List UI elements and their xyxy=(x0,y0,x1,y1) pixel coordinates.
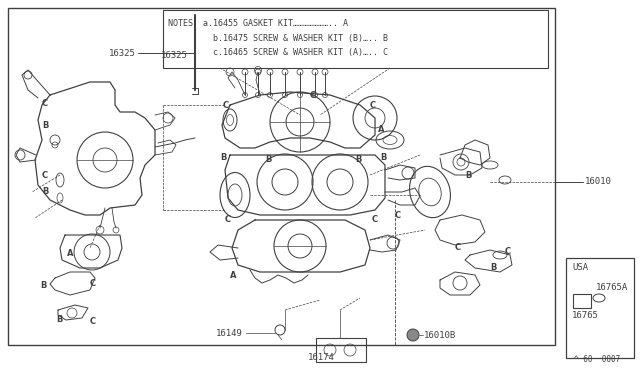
Text: 16765A: 16765A xyxy=(596,283,628,292)
Text: C: C xyxy=(372,215,378,224)
Text: B: B xyxy=(265,155,271,164)
Bar xyxy=(316,338,366,362)
Text: 16325: 16325 xyxy=(161,51,188,60)
Text: C: C xyxy=(42,99,48,108)
Text: C: C xyxy=(310,90,316,99)
Text: B: B xyxy=(42,187,49,196)
Bar xyxy=(163,10,548,68)
Text: A: A xyxy=(67,248,74,257)
Text: C: C xyxy=(395,211,401,219)
Text: C: C xyxy=(505,247,511,257)
Text: b.16475 SCREW & WASHER KIT (B)….. B: b.16475 SCREW & WASHER KIT (B)….. B xyxy=(168,33,388,42)
Text: 16149: 16149 xyxy=(216,328,243,337)
Text: B: B xyxy=(56,315,62,324)
Text: 16765: 16765 xyxy=(572,311,599,320)
Text: B: B xyxy=(465,170,472,180)
Text: B: B xyxy=(220,154,227,163)
Text: C: C xyxy=(90,317,96,327)
Text: C: C xyxy=(370,100,376,109)
Bar xyxy=(573,294,591,308)
Text: C: C xyxy=(455,244,461,253)
Text: 16174: 16174 xyxy=(308,353,335,362)
Text: C: C xyxy=(42,170,48,180)
Text: B: B xyxy=(42,121,49,129)
Text: A: A xyxy=(230,270,237,279)
Bar xyxy=(8,8,555,345)
Text: C: C xyxy=(223,100,229,109)
Text: B: B xyxy=(490,263,497,273)
Circle shape xyxy=(407,329,419,341)
Text: ^ 60  0007: ^ 60 0007 xyxy=(574,356,620,365)
Text: c.16465 SCREW & WASHER KIT (A)….. C: c.16465 SCREW & WASHER KIT (A)….. C xyxy=(168,48,388,58)
Text: NOTES: a.16455 GASKET KIT………………….. A: NOTES: a.16455 GASKET KIT………………….. A xyxy=(168,19,348,28)
Bar xyxy=(566,258,634,358)
Text: A: A xyxy=(378,125,385,135)
Text: USA: USA xyxy=(572,263,588,273)
Text: C: C xyxy=(225,215,231,224)
Text: C: C xyxy=(90,279,96,288)
Text: B: B xyxy=(355,155,362,164)
Text: 16010B: 16010B xyxy=(424,330,456,340)
Text: B: B xyxy=(380,154,387,163)
Text: B: B xyxy=(40,280,46,289)
Text: 16325: 16325 xyxy=(109,48,136,58)
Text: 16010: 16010 xyxy=(585,177,612,186)
